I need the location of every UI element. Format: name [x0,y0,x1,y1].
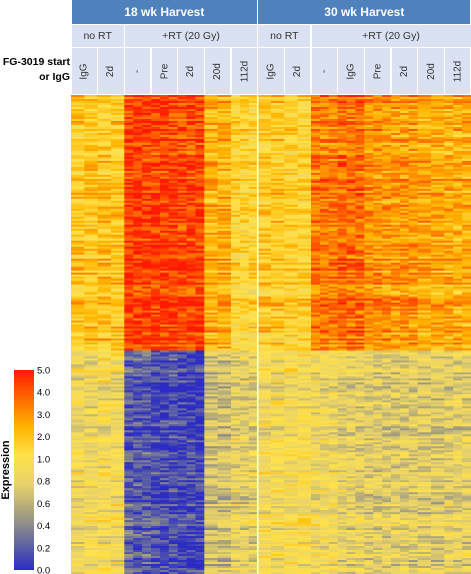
harvest-header: 18 wk Harvest [71,0,258,24]
sample-label: 112d [452,60,464,82]
sample-label: 2d [292,65,304,77]
heatmap [71,95,471,574]
sample-label: IgG [78,62,90,80]
harvest-header: 30 wk Harvest [258,0,471,24]
sample-label: - [132,69,144,73]
sample-label: IgG [265,62,277,80]
sample-header: 2d [178,48,204,94]
sample-header: 20d [204,48,231,94]
sample-label: Pre [158,63,170,79]
sample-header: Pre [151,48,178,94]
sample-label: - [318,69,330,73]
sample-header: - [124,48,151,94]
sample-header: IgG [258,48,284,94]
sample-label: Pre [372,63,384,79]
sample-header: 20d [418,48,444,94]
row-label-line-2: or IgG [39,71,70,83]
legend-tick-label: 3.0 [37,410,50,421]
condition-header: no RT [258,25,311,47]
condition-header: +RT (20 Gy) [311,25,471,47]
heatmap-cells [71,95,471,574]
sample-label: 20d [212,62,224,80]
sample-label: 2d [398,65,410,77]
sample-label: 2d [185,65,197,77]
sample-header: Pre [364,48,391,94]
color-legend: 5.0 4.0 3.0 2.0 1.0 0.8 0.6 0.4 0.2 0.0 Expression [0,366,50,574]
sample-header: 112d [231,48,258,94]
legend-tick-label: 1.0 [37,454,50,465]
sample-header: - [311,48,338,94]
condition-header: no RT [71,25,124,47]
sample-header: 2d [98,48,124,94]
row-group-label: FG-3019 start or IgG [2,55,70,85]
sample-label: 2d [105,65,117,77]
sample-header: 2d [284,48,311,94]
legend-tick-label: 0.0 [37,566,50,574]
legend-tick-label: 2.0 [37,432,50,443]
legend-tick-label: 0.8 [37,477,50,488]
legend-title: Expression [0,440,12,500]
legend-tick-label: 4.0 [37,388,50,399]
legend-tick-label: 0.4 [37,521,50,532]
legend-tick-label: 5.0 [37,366,50,377]
sample-header: IgG [338,48,364,94]
sample-header: 2d [391,48,418,94]
legend-colorbar [14,370,34,570]
sample-header: 112d [444,48,471,94]
sample-label: 112d [238,60,250,82]
row-label-line-1: FG-3019 start [2,56,70,68]
sample-header: IgG [71,48,98,94]
sample-label: 20d [425,62,437,80]
legend-tick-label: 0.2 [37,543,50,554]
condition-header: +RT (20 Gy) [124,25,258,47]
legend-tick-label: 0.6 [37,499,50,510]
sample-label: IgG [345,62,357,80]
